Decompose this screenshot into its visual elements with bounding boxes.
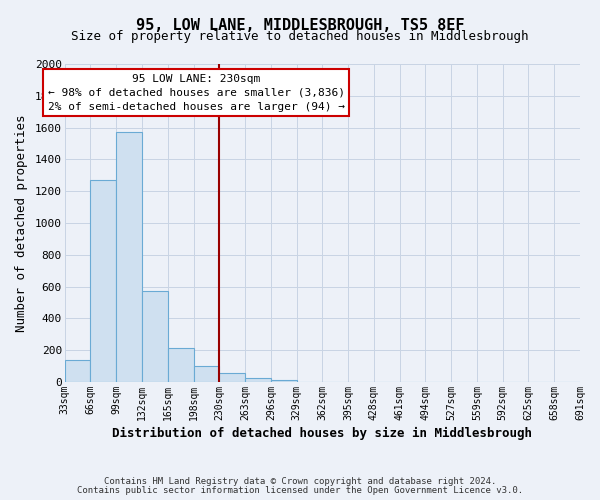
Bar [91,180,116,382]
Bar [65,360,91,382]
Text: 95 LOW LANE: 230sqm
← 98% of detached houses are smaller (3,836)
2% of semi-deta: 95 LOW LANE: 230sqm ← 98% of detached ho… [47,74,344,112]
Bar [116,132,142,382]
Text: Contains HM Land Registry data © Crown copyright and database right 2024.: Contains HM Land Registry data © Crown c… [104,477,496,486]
Text: Size of property relative to detached houses in Middlesbrough: Size of property relative to detached ho… [71,30,529,43]
Bar [142,292,168,382]
Bar [168,348,194,382]
Bar [220,373,245,382]
Text: Contains public sector information licensed under the Open Government Licence v3: Contains public sector information licen… [77,486,523,495]
Bar [194,366,220,382]
Bar [245,378,271,382]
Y-axis label: Number of detached properties: Number of detached properties [15,114,28,332]
X-axis label: Distribution of detached houses by size in Middlesbrough: Distribution of detached houses by size … [112,427,532,440]
Bar [271,380,296,382]
Text: 95, LOW LANE, MIDDLESBROUGH, TS5 8EF: 95, LOW LANE, MIDDLESBROUGH, TS5 8EF [136,18,464,32]
